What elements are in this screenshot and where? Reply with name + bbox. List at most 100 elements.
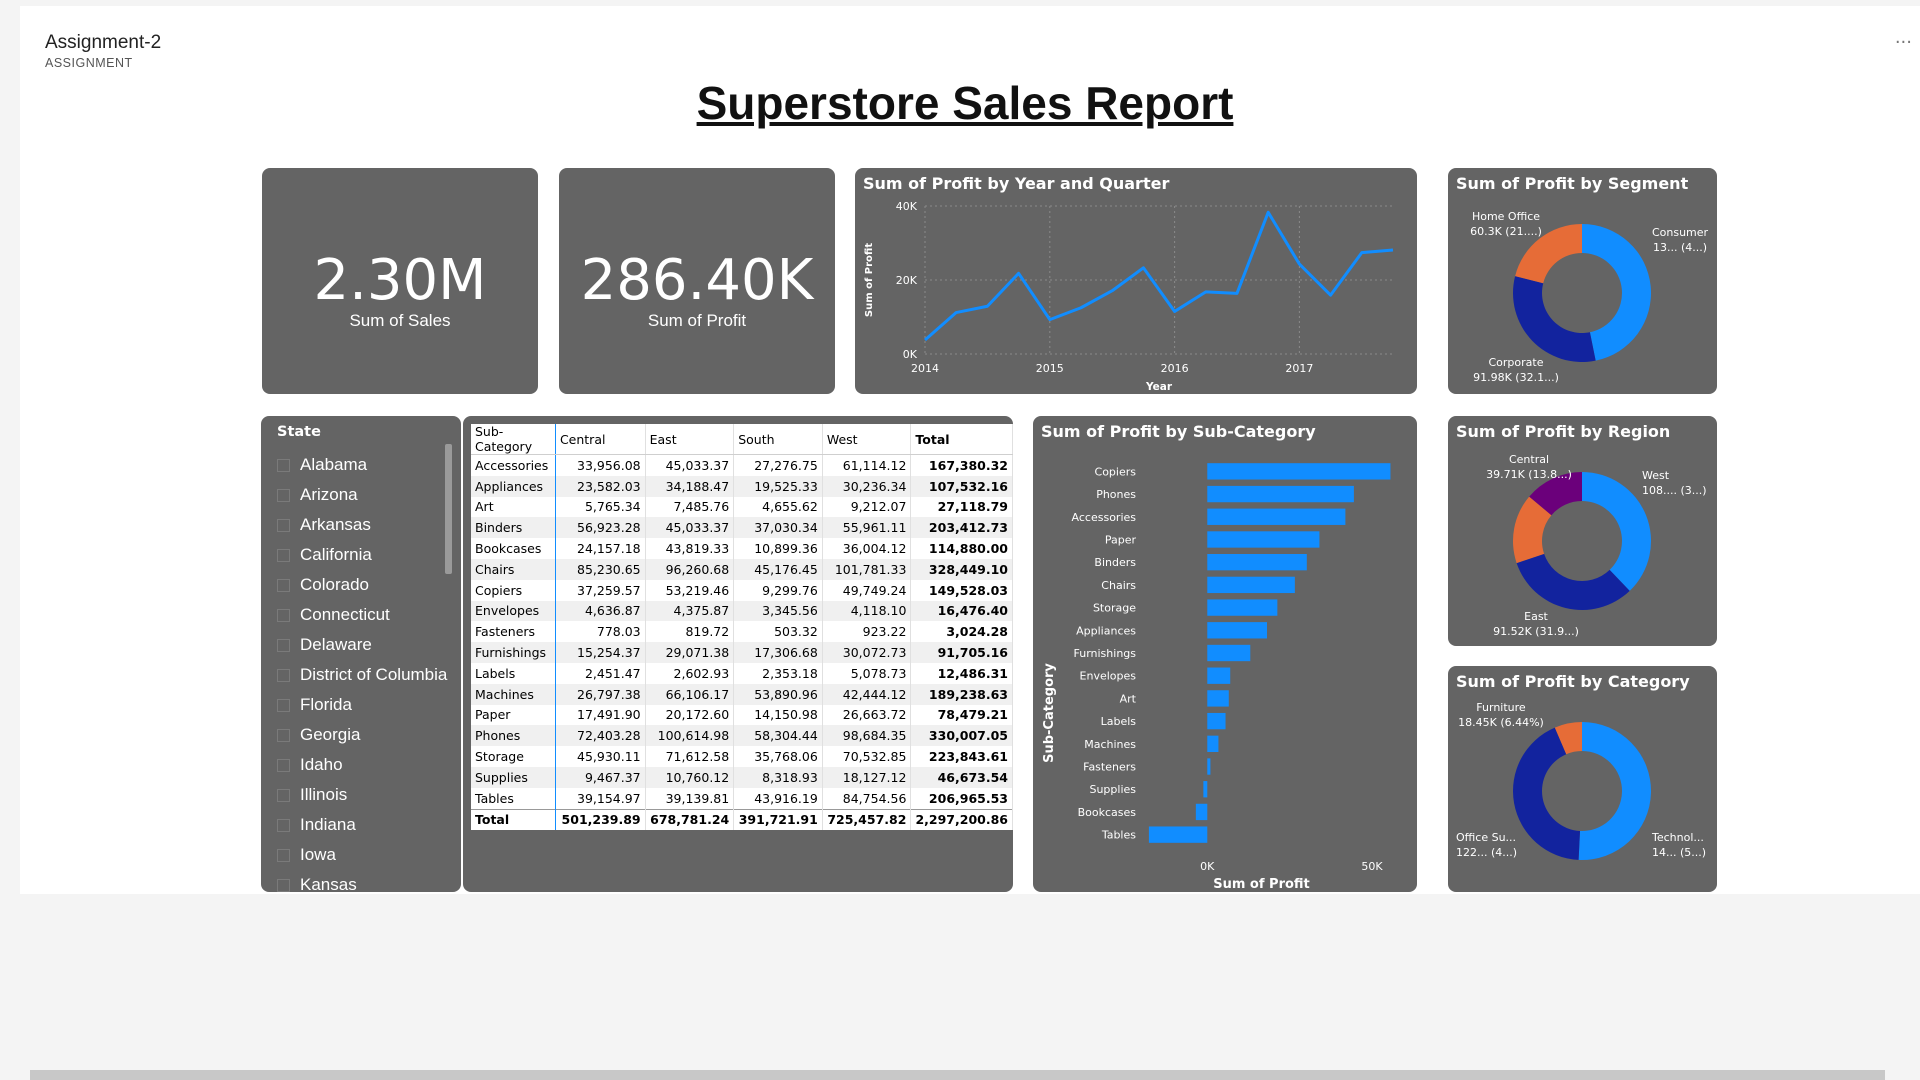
slicer-item[interactable]: Colorado [277, 570, 447, 600]
table-row[interactable]: Appliances 23,582.03 34,188.47 19,525.33 30,… [471, 475, 1013, 497]
table-row[interactable]: Supplies 9,467.37 10,760.12 8,318.93 18,127.… [471, 766, 1013, 788]
checkbox-icon[interactable] [277, 488, 290, 502]
matrix-cell: 2,451.47 [555, 662, 646, 684]
bar [1207, 508, 1346, 525]
checkbox-icon[interactable] [277, 668, 290, 682]
x-tick-label: 2016 [1161, 362, 1189, 375]
slicer-item[interactable]: Georgia [277, 720, 447, 750]
slice-value-label: 18.45K (6.44%) [1458, 716, 1544, 729]
category-label: Furnishings [1074, 647, 1137, 660]
checkbox-icon[interactable] [277, 758, 290, 772]
slicer-item[interactable]: Indiana [277, 810, 447, 840]
category-label: Storage [1093, 602, 1136, 615]
category-label: Appliances [1076, 624, 1136, 637]
matrix-cell: 16,476.40 [910, 600, 1013, 622]
profit-by-region-chart[interactable]: Sum of Profit by Region Central 39.71K (1… [1448, 416, 1717, 646]
table-row[interactable]: Fasteners 778.03 819.72 503.32 923.22 3,024.2… [471, 621, 1013, 643]
slicer-item-label: Georgia [300, 725, 361, 744]
matrix-cell: 27,118.79 [910, 496, 1013, 518]
slicer-item[interactable]: District of Columbia [277, 660, 447, 690]
state-list: Alabama Arizona Arkansas California Colorado… [277, 450, 447, 892]
slicer-item-label: Colorado [300, 575, 369, 594]
matrix-cell: 9,299.76 [733, 579, 823, 601]
row-label: Chairs [471, 558, 556, 580]
checkbox-icon[interactable] [277, 818, 290, 832]
slice-value-label: 39.71K (13.8...) [1486, 468, 1572, 481]
slicer-item-label: Arizona [300, 485, 358, 504]
slicer-item[interactable]: Arizona [277, 480, 447, 510]
matrix-cell: 30,072.73 [822, 642, 912, 663]
slicer-item[interactable]: Alabama [277, 450, 447, 480]
profit-by-subcategory-chart[interactable]: Sum of Profit by Sub-Category Copiers Pho… [1033, 416, 1417, 892]
slicer-item[interactable]: Arkansas [277, 510, 447, 540]
slicer-item[interactable]: Delaware [277, 630, 447, 660]
table-row[interactable]: Storage 45,930.11 71,612.58 35,768.06 70,532… [471, 746, 1013, 767]
table-row[interactable]: Tables 39,154.97 39,139.81 43,916.19 84,754.… [471, 787, 1013, 810]
profit-by-category-chart[interactable]: Sum of Profit by Category Furniture 18.45… [1448, 666, 1717, 892]
profit-by-year-chart[interactable]: Sum of Profit by Year and Quarter 0K 20K 4… [855, 168, 1417, 394]
slicer-item[interactable]: Illinois [277, 780, 447, 810]
slicer-item-label: Iowa [300, 845, 336, 864]
slicer-item[interactable]: Iowa [277, 840, 447, 870]
profit-card[interactable]: 286.40K Sum of Profit [559, 168, 835, 394]
matrix-header[interactable]: Central [555, 424, 646, 455]
profit-by-segment-chart[interactable]: Sum of Profit by Segment Home Office 60.3… [1448, 168, 1717, 394]
table-row[interactable]: Bookcases 24,157.18 43,819.33 10,899.36 36,0… [471, 538, 1013, 559]
sales-card[interactable]: 2.30M Sum of Sales [262, 168, 538, 394]
table-row[interactable]: Art 5,765.34 7,485.76 4,655.62 9,212.07 27,11… [471, 496, 1013, 518]
slice-label: Consumer [1652, 226, 1709, 239]
checkbox-icon[interactable] [277, 698, 290, 712]
bar [1207, 463, 1391, 480]
table-row[interactable]: Labels 2,451.47 2,602.93 2,353.18 5,078.73 12… [471, 662, 1013, 684]
matrix-header[interactable]: Sub-Category [471, 424, 556, 455]
table-row[interactable]: Machines 26,797.38 66,106.17 53,890.96 42,44… [471, 683, 1013, 705]
slicer-item-label: Indiana [300, 815, 356, 834]
checkbox-icon[interactable] [277, 608, 290, 622]
table-row[interactable]: Furnishings 15,254.37 29,071.38 17,306.68 30… [471, 642, 1013, 663]
checkbox-icon[interactable] [277, 728, 290, 742]
bar [1203, 781, 1208, 798]
checkbox-icon[interactable] [277, 638, 290, 652]
checkbox-icon[interactable] [277, 518, 290, 532]
slicer-item[interactable]: Connecticut [277, 600, 447, 630]
matrix-cell: 5,078.73 [822, 662, 912, 684]
total-cell: 725,457.82 [822, 808, 912, 831]
row-label: Furnishings [471, 642, 556, 663]
slicer-item[interactable]: Kansas [277, 870, 447, 892]
checkbox-icon[interactable] [277, 458, 290, 472]
more-options-icon[interactable]: ··· [1894, 32, 1912, 53]
line-chart-title: Sum of Profit by Year and Quarter [863, 174, 1170, 193]
bar [1207, 622, 1268, 639]
table-row[interactable]: Paper 17,491.90 20,172.60 14,150.98 26,663.7… [471, 704, 1013, 726]
checkbox-icon[interactable] [277, 548, 290, 562]
state-slicer[interactable]: State Alabama Arizona Arkansas California Co… [261, 416, 461, 892]
checkbox-icon[interactable] [277, 848, 290, 862]
slice-value-label: 91.98K (32.1...) [1473, 371, 1559, 384]
slicer-item[interactable]: California [277, 540, 447, 570]
matrix-header[interactable]: West [822, 424, 912, 455]
matrix-header[interactable]: South [733, 424, 823, 455]
checkbox-icon[interactable] [277, 788, 290, 802]
matrix-cell: 203,412.73 [910, 517, 1013, 539]
row-label: Appliances [471, 475, 556, 497]
sales-matrix[interactable]: Sub-Category Central East South West Total Ac… [471, 424, 1013, 831]
horizontal-scrollbar[interactable] [30, 1070, 1885, 1080]
table-row[interactable]: Phones 72,403.28 100,614.98 58,304.44 98,684… [471, 725, 1013, 747]
slicer-item[interactable]: Florida [277, 690, 447, 720]
matrix-header[interactable]: East [645, 424, 735, 455]
slicer-item[interactable]: Idaho [277, 750, 447, 780]
table-row[interactable]: Accessories 33,956.08 45,033.37 27,276.75 61… [471, 454, 1013, 476]
category-label: Copiers [1095, 465, 1137, 478]
bar [1207, 644, 1251, 662]
table-row[interactable]: Envelopes 4,636.87 4,375.87 3,345.56 4,118.1… [471, 600, 1013, 622]
category-label: Envelopes [1080, 670, 1137, 683]
table-row[interactable]: Binders 56,923.28 45,033.37 37,030.34 55,961… [471, 517, 1013, 539]
checkbox-icon[interactable] [277, 578, 290, 592]
table-row[interactable]: Chairs 85,230.65 96,260.68 45,176.45 101,781… [471, 558, 1013, 580]
checkbox-icon[interactable] [277, 878, 290, 892]
slicer-scrollbar[interactable] [445, 444, 452, 574]
matrix-cell: 2,602.93 [645, 662, 735, 684]
table-row[interactable]: Copiers 37,259.57 53,219.46 9,299.76 49,749.… [471, 579, 1013, 601]
matrix-cell: 37,259.57 [555, 579, 646, 601]
matrix-header[interactable]: Total [910, 424, 1013, 455]
